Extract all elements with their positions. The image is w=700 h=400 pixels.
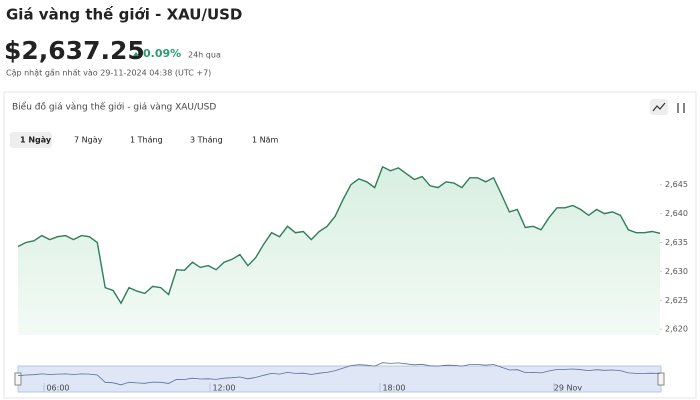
line-icon [652, 102, 666, 112]
price: $2,637.25 [4, 36, 145, 65]
navigator-handle[interactable] [657, 372, 665, 386]
price-line [17, 165, 661, 305]
page-title: Giá vàng thế giới - XAU/USD [6, 5, 242, 24]
line-mode-button[interactable] [650, 99, 668, 115]
area [18, 166, 660, 335]
up-icon [133, 52, 139, 56]
y-tick-label: 2,635 [665, 238, 688, 247]
y-tick-label: 2,645 [665, 180, 688, 189]
navigator-label: 12:00 [212, 384, 235, 393]
navigator-label: 06:00 [46, 384, 69, 393]
navigator-label: 18:00 [382, 384, 405, 393]
y-tick-label: 2,620 [665, 325, 688, 334]
price-change: 0.09% [143, 47, 181, 60]
navigator-line [17, 362, 661, 386]
tab[interactable]: 1 Ngày [20, 136, 52, 145]
change-period: 24h qua [188, 51, 221, 60]
panel-title: Biểu đồ giá vàng thế giới - giá vàng XAU… [12, 102, 216, 113]
navigator-handle[interactable] [14, 372, 22, 386]
navigator-label: 29 Nov [554, 384, 583, 393]
tab[interactable]: 7 Ngày [74, 136, 103, 145]
tab[interactable]: 1 Năm [252, 136, 279, 145]
candle-icon[interactable] [677, 103, 685, 113]
y-tick-label: 2,640 [665, 209, 688, 218]
tab-active-bg [10, 132, 52, 148]
updated-time: Cập nhật gần nhất vào 29-11-2024 04:38 (… [6, 68, 211, 79]
tab[interactable]: 3 Tháng [190, 136, 223, 145]
y-tick-label: 2,630 [665, 267, 688, 276]
tab[interactable]: 1 Tháng [130, 136, 163, 145]
y-tick-label: 2,625 [665, 296, 688, 305]
